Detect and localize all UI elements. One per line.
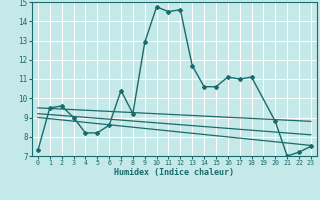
X-axis label: Humidex (Indice chaleur): Humidex (Indice chaleur) [115, 168, 234, 177]
